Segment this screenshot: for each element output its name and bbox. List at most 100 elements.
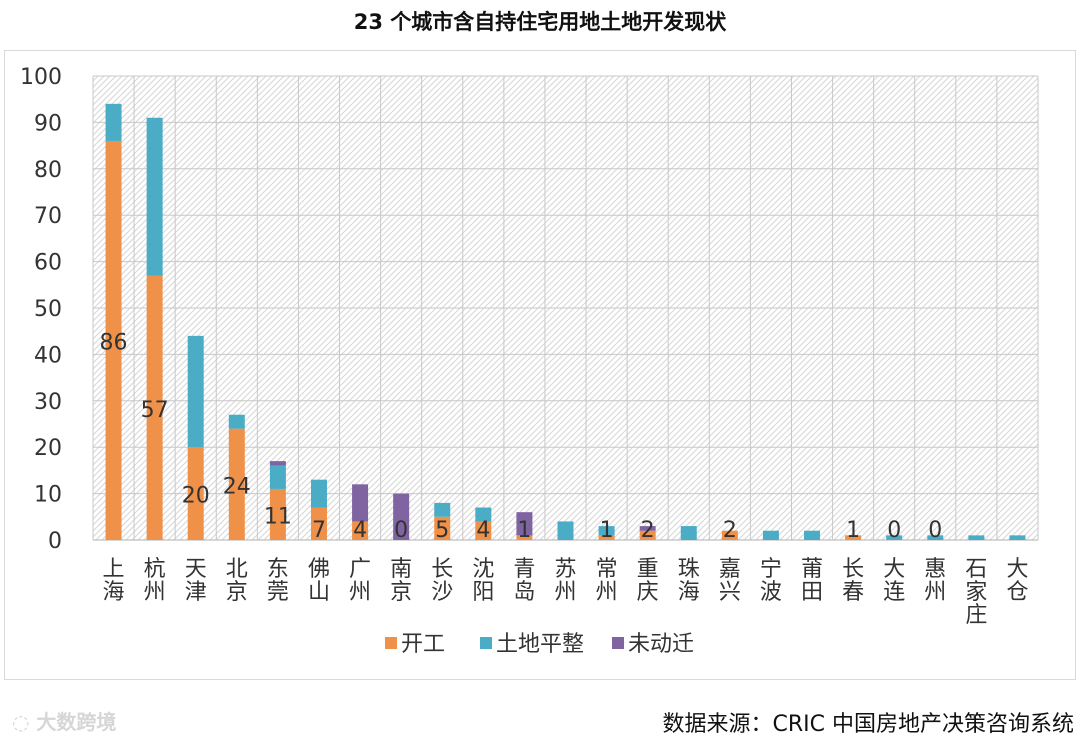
bar-segment <box>475 507 492 522</box>
y-tick-label: 100 <box>20 65 62 90</box>
x-tick-label: 重庆 <box>637 557 659 605</box>
bar-segment <box>228 428 245 540</box>
bar-segment <box>187 447 204 540</box>
bar-segment <box>105 103 122 141</box>
x-tick-label: 石家庄 <box>965 557 987 628</box>
x-tick-label: 长沙 <box>431 557 453 605</box>
bar-segment <box>598 535 615 540</box>
bar-segment <box>516 535 533 540</box>
x-tick-label: 大连 <box>883 557 905 605</box>
data-label: 11 <box>264 504 292 529</box>
bar-segment <box>639 530 656 540</box>
bar-segment <box>680 526 697 540</box>
x-tick-label: 杭州 <box>144 557 166 605</box>
data-label: 2 <box>723 518 737 543</box>
bar-segment <box>557 521 574 540</box>
x-tick-label: 沈阳 <box>472 557 494 605</box>
x-tick-label: 北京 <box>226 557 248 605</box>
bar-segment <box>269 461 286 466</box>
data-label: 1 <box>600 518 614 543</box>
data-label: 0 <box>394 518 408 543</box>
x-tick-label: 惠州 <box>924 557 946 605</box>
data-source: 数据来源：CRIC 中国房地产决策咨询系统 <box>662 712 1075 737</box>
x-tick-label: 佛山 <box>308 557 330 605</box>
bar-segment <box>269 488 286 540</box>
x-tick-label: 珠海 <box>678 557 700 605</box>
watermark-icon: ◌ <box>12 710 30 734</box>
bar-segment <box>886 535 903 540</box>
data-label: 5 <box>435 518 449 543</box>
bar-segment <box>352 521 369 540</box>
bar-segment <box>927 535 944 540</box>
legend-label: 开工 <box>401 632 445 657</box>
x-tick-label: 常州 <box>596 557 618 605</box>
bar-segment <box>310 479 327 508</box>
data-label: 86 <box>100 330 128 355</box>
bar-segment <box>146 117 163 276</box>
bar-segment <box>146 275 163 540</box>
y-tick-label: 0 <box>48 529 62 554</box>
data-label: 4 <box>476 518 490 543</box>
watermark-text: 大数跨境 <box>36 710 117 734</box>
y-tick-label: 70 <box>34 204 62 229</box>
x-tick-label: 南京 <box>390 557 412 605</box>
legend-swatch <box>385 637 397 649</box>
bar-segment <box>393 493 410 540</box>
chart-title: 23 个城市含自持住宅用地土地开发现状 <box>353 10 727 34</box>
legend-label: 土地平整 <box>496 632 584 657</box>
bar-segment <box>228 414 245 429</box>
data-label: 1 <box>846 518 860 543</box>
data-label: 24 <box>223 474 251 499</box>
stacked-bar-chart: 010203040506070809010086上海57杭州20天津24北京11… <box>20 65 1039 657</box>
x-tick-label: 长春 <box>842 557 864 605</box>
x-tick-label: 天津 <box>185 557 207 605</box>
bar-segment <box>434 502 451 517</box>
bar-segment <box>762 530 779 540</box>
data-label: 7 <box>312 518 326 543</box>
legend-label: 未动迁 <box>628 632 694 657</box>
chart-frame <box>4 50 1076 680</box>
bar-segment <box>475 521 492 540</box>
bar-segment <box>721 530 738 540</box>
y-tick-label: 60 <box>34 251 62 276</box>
y-tick-label: 80 <box>34 158 62 183</box>
bar-segment <box>269 465 286 489</box>
y-tick-label: 10 <box>34 483 62 508</box>
bar-segment <box>639 526 656 531</box>
bar-segment <box>310 507 327 540</box>
data-label: 1 <box>517 518 531 543</box>
data-label: 0 <box>928 518 942 543</box>
x-tick-label: 大仓 <box>1006 557 1028 605</box>
bar-segment <box>187 335 204 448</box>
bar-segment <box>434 516 451 540</box>
data-label: 57 <box>141 398 169 423</box>
bar-segment <box>804 530 821 540</box>
bar-segment <box>105 140 122 540</box>
x-tick-label: 苏州 <box>554 557 576 605</box>
data-label: 20 <box>182 484 210 509</box>
legend-swatch <box>612 637 624 649</box>
y-tick-label: 40 <box>34 343 62 368</box>
bar-segment <box>516 512 533 536</box>
data-label: 2 <box>641 518 655 543</box>
x-tick-label: 嘉兴 <box>719 557 741 605</box>
x-tick-label: 宁波 <box>760 557 782 605</box>
bar-segment <box>1009 535 1026 540</box>
legend-swatch <box>480 637 492 649</box>
x-tick-label: 青岛 <box>513 557 535 605</box>
watermark-logo: ◌ 大数跨境 <box>12 706 116 735</box>
y-tick-label: 90 <box>34 111 62 136</box>
data-label: 4 <box>353 518 367 543</box>
x-tick-label: 广州 <box>349 557 371 605</box>
bar-segment <box>352 484 369 522</box>
bar-segment <box>598 526 615 536</box>
bar-segment <box>968 535 985 540</box>
y-tick-label: 50 <box>34 297 62 322</box>
y-tick-label: 30 <box>34 390 62 415</box>
x-tick-label: 上海 <box>103 557 125 605</box>
x-tick-label: 莆田 <box>801 557 823 605</box>
x-tick-label: 东莞 <box>267 557 289 605</box>
data-label: 0 <box>887 518 901 543</box>
y-tick-label: 20 <box>34 436 62 461</box>
bar-segment <box>845 535 862 540</box>
